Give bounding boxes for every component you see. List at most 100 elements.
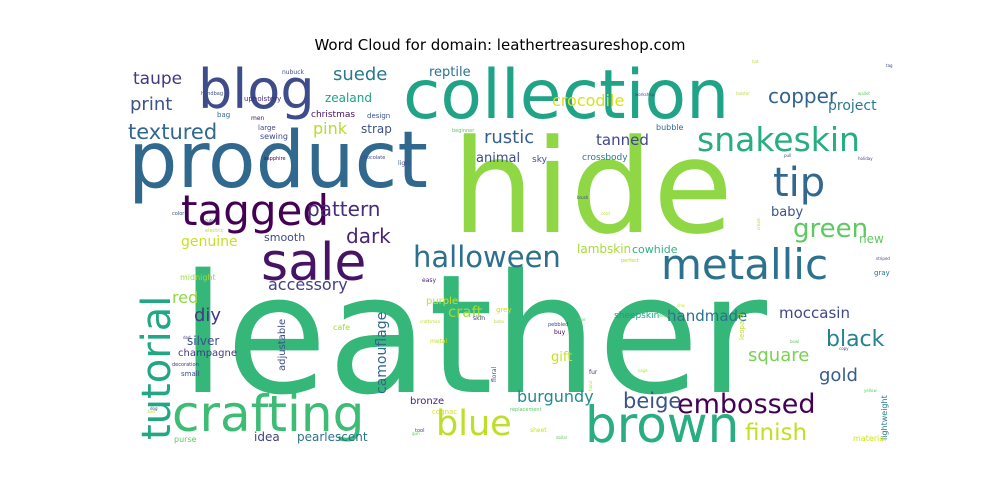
word-pull: pull <box>784 153 791 158</box>
word-red: red <box>172 288 198 307</box>
word-tip: tip <box>773 160 825 206</box>
word-project: project <box>828 98 877 114</box>
word-cute: cute <box>205 218 214 223</box>
word-lightweight: lightweight <box>880 395 889 440</box>
word-adjustable: adjustable <box>277 319 288 371</box>
word-buy: buy <box>554 329 566 336</box>
word-christmas: christmas <box>311 110 355 120</box>
word-sky: sky <box>532 155 548 165</box>
word-gift: gift <box>551 350 572 365</box>
word-sapphire: sapphire <box>264 156 286 162</box>
word-sheet: sheet <box>530 427 547 434</box>
word-blog: blog <box>198 58 315 121</box>
word-brush: brush <box>577 195 589 200</box>
word-beginner: beginner <box>452 128 475 134</box>
word-pattern: pattern <box>307 197 381 221</box>
word-metal: metal <box>430 338 448 345</box>
word-bronze: bronze <box>410 396 444 407</box>
word-boho: boho <box>494 319 505 324</box>
word-crafting: crafting <box>172 385 364 443</box>
word-tutorial: tutorial <box>134 296 180 440</box>
word-purse: purse <box>174 435 197 444</box>
word-smooth: smooth <box>264 231 305 244</box>
word-collection: collection <box>403 56 729 135</box>
word-moccasin: moccasin <box>779 304 850 322</box>
word-holiday: holiday <box>858 156 873 161</box>
word-cafe: cafe <box>333 323 350 332</box>
word-midnight: midnight <box>180 273 216 282</box>
word-men: men <box>251 115 265 122</box>
word-pebbled: pebbled <box>548 322 568 328</box>
word-chocolate: chocolate <box>361 155 385 161</box>
word-sheepskin: sheepskin <box>614 311 659 321</box>
word-light: light <box>398 160 412 167</box>
word-dog: dog <box>150 406 158 411</box>
word-burgundy: burgundy <box>517 387 594 406</box>
word-easy: easy <box>422 277 436 284</box>
word-genuine: genuine <box>181 234 238 250</box>
word-nubuck: nubuck <box>282 69 305 76</box>
word-black: black <box>826 327 885 352</box>
word-sale: sale <box>261 233 366 293</box>
word-sewing: sewing <box>260 132 288 141</box>
word-crossbody: crossbody <box>582 153 628 163</box>
word-grey: grey <box>496 306 512 314</box>
word-textured: textured <box>128 120 217 144</box>
word-copper: copper <box>768 84 838 108</box>
word-finish: finish <box>745 420 807 446</box>
word-cream: cream <box>756 217 761 230</box>
word-workshop: workshop <box>635 92 655 97</box>
word-beige: beige <box>623 389 681 413</box>
word-square: square <box>748 345 809 366</box>
word-handbag: handbag <box>201 91 223 97</box>
word-craft: craft <box>448 303 483 321</box>
word-dark: dark <box>346 224 391 248</box>
word-green: green <box>793 214 868 244</box>
word-skin: skin <box>473 315 485 322</box>
word-bubble: bubble <box>656 123 684 132</box>
word-upholstery: upholstery <box>244 95 281 103</box>
word-hand: hand <box>588 380 593 391</box>
word-gray: gray <box>874 269 890 277</box>
word-bowl: bowl <box>790 339 799 344</box>
word-tool: tool <box>415 428 424 434</box>
word-perfect: perfect <box>621 258 639 264</box>
word-electric: electric <box>205 228 224 234</box>
word-pink: pink <box>313 119 348 138</box>
word-cord: cord <box>601 211 610 216</box>
word-snakeskin: snakeskin <box>697 120 860 159</box>
word-brown: brown <box>585 396 739 454</box>
word-gun: gun <box>412 431 420 436</box>
word-purple: purple <box>426 296 458 307</box>
word-cognac: cognac <box>432 408 457 416</box>
word-blue: blue <box>436 404 512 444</box>
word-yellow: yellow <box>864 388 877 393</box>
word-floral: floral <box>491 366 498 382</box>
word-product: product <box>128 116 428 206</box>
word-replacement: replacement <box>510 407 542 413</box>
word-zealand: zealand <box>325 91 372 105</box>
word-lambskin: lambskin <box>577 242 631 256</box>
word-tag: tag <box>886 63 893 68</box>
word-rustic: rustic <box>484 127 534 148</box>
word-taupe: taupe <box>133 69 182 89</box>
word-diy: diy <box>194 305 221 326</box>
word-design: design <box>367 112 390 120</box>
word-gold: gold <box>819 365 858 386</box>
word-new: new <box>859 232 884 246</box>
word-cowhide: cowhide <box>632 243 678 256</box>
word-rose: rose <box>577 317 586 322</box>
word-craftsman: craftsman <box>420 319 441 324</box>
word-accessory: accessory <box>268 275 348 294</box>
word-champagne: champagne <box>178 348 237 359</box>
word-strap: strap <box>361 122 392 136</box>
word-copy: copy <box>839 346 849 351</box>
word-leather: leather <box>180 239 767 431</box>
word-baby: baby <box>771 205 803 220</box>
word-tagged: tagged <box>181 186 329 235</box>
word-fur: fur <box>589 369 598 376</box>
word-decoration: decoration <box>172 362 199 368</box>
word-embossed: embossed <box>677 389 815 420</box>
word-bag: bag <box>217 111 230 119</box>
